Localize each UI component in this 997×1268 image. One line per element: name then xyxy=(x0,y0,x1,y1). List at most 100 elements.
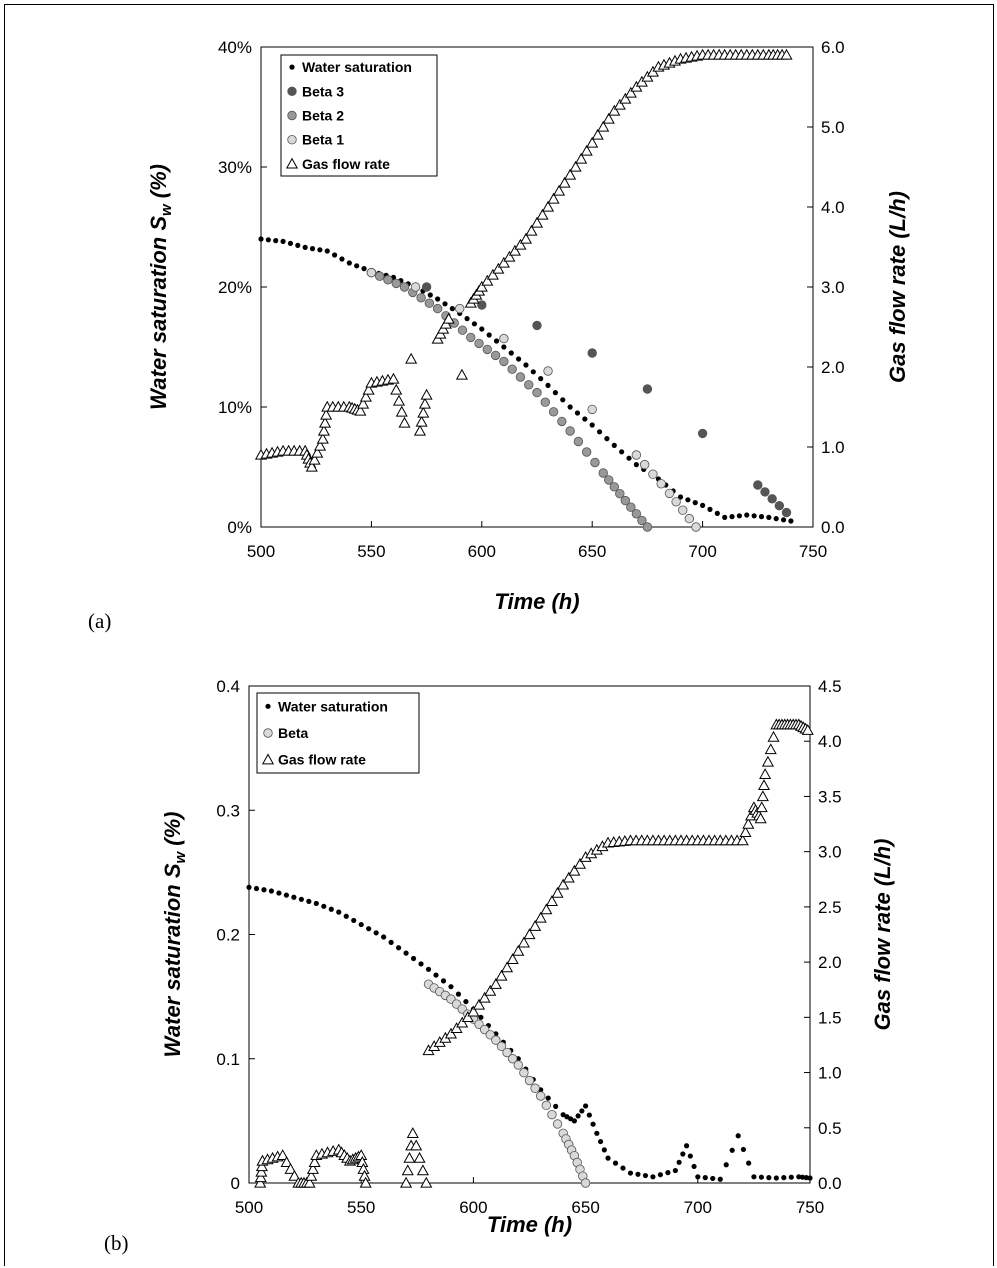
panel-b-y-tick-label: 0.1 xyxy=(216,1050,240,1069)
panel-b-point xyxy=(758,1174,764,1180)
panel-a-point xyxy=(324,248,330,254)
panel-b-point xyxy=(519,1068,529,1078)
panel-b-point xyxy=(253,885,260,892)
panel-b-y2-tick-label: 2.0 xyxy=(818,953,842,972)
panel-a-point xyxy=(424,298,435,308)
panel-a-point xyxy=(565,426,575,436)
panel-b-point xyxy=(807,1175,813,1181)
panel-b-point xyxy=(590,1121,596,1127)
panel-b-point xyxy=(723,1162,729,1168)
panel-a-point xyxy=(523,362,529,368)
panel-a-point xyxy=(295,242,301,248)
panel-b-point xyxy=(261,887,267,893)
panel-a-point xyxy=(265,237,271,243)
panel-b-point xyxy=(757,779,771,791)
panel-a-point xyxy=(639,459,650,470)
panel-a-point xyxy=(590,457,600,468)
panel-b-point xyxy=(328,906,334,912)
panel-b-point xyxy=(343,913,349,919)
panel-b-point xyxy=(680,1151,686,1157)
panel-a-series-2 xyxy=(366,267,653,532)
panel-a-y2-tick-label: 2.0 xyxy=(821,358,845,377)
panel-b-point xyxy=(255,1165,268,1177)
panel-a-point xyxy=(744,512,750,518)
panel-b-y2-axis-title: Gas flow rate (L/h) xyxy=(870,839,895,1031)
panel-a-point xyxy=(354,263,360,269)
panel-a-point xyxy=(474,338,484,349)
panel-b-legend-marker xyxy=(265,703,271,709)
panel-a-x-axis-title: Time (h) xyxy=(494,589,579,614)
panel-a-y2-tick-label: 1.0 xyxy=(821,438,845,457)
panel-a-point xyxy=(492,262,505,274)
panel-b-point xyxy=(627,1170,634,1176)
panel-a-point xyxy=(477,300,487,310)
panel-b-point xyxy=(308,1156,321,1167)
panel-a-point xyxy=(788,518,794,524)
panel-b-legend-marker xyxy=(263,728,273,738)
panel-b-point xyxy=(396,945,402,951)
panel-a-point xyxy=(471,321,478,327)
panel-b-point xyxy=(571,1118,577,1124)
panel-b-point xyxy=(484,984,497,996)
panel-a-point xyxy=(479,326,485,332)
panel-b-point xyxy=(545,895,558,907)
panel-a-point xyxy=(532,387,542,398)
panel-a-point xyxy=(781,507,792,518)
panel-b-point xyxy=(401,1164,414,1176)
panel-a-point xyxy=(442,301,448,307)
panel-b-point xyxy=(672,1167,678,1174)
panel-b-point xyxy=(403,950,409,956)
panel-a-point xyxy=(316,432,329,444)
panel-b-point xyxy=(276,1149,289,1161)
panel-b-point xyxy=(739,826,752,837)
panel-a-point xyxy=(519,232,533,244)
panel-b-x-tick-label: 600 xyxy=(459,1198,487,1217)
panel-b-point xyxy=(580,1178,591,1188)
panel-a-point xyxy=(567,404,573,410)
panel-a-point xyxy=(455,303,465,314)
panel-a-point xyxy=(486,332,492,338)
panel-a-point xyxy=(391,278,401,289)
panel-b-point xyxy=(583,1103,589,1109)
panel-a-point xyxy=(597,120,610,132)
panel-b-point xyxy=(579,1108,585,1114)
panel-b-point xyxy=(740,1146,747,1153)
panel-b-point xyxy=(620,1165,626,1171)
panel-a-point xyxy=(515,372,526,382)
panel-a-point xyxy=(574,410,581,416)
panel-a-point xyxy=(457,325,468,335)
panel-a-point xyxy=(317,247,323,253)
panel-b-y2-tick-label: 1.5 xyxy=(818,1008,842,1027)
panel-a-point xyxy=(442,312,455,324)
panel-a-point xyxy=(536,208,549,220)
panel-b-point xyxy=(801,723,814,735)
panel-b-point xyxy=(491,1035,501,1045)
panel-b-point xyxy=(524,1075,535,1086)
panel-a-point xyxy=(558,176,571,188)
panel-a-legend: Water saturation Beta 3 Beta 2 Beta 1 Gas fl… xyxy=(280,54,438,177)
panel-a-point xyxy=(398,416,411,428)
panel-a-legend-marker xyxy=(287,86,297,97)
panel-a-point xyxy=(346,260,352,266)
panel-b-point xyxy=(413,1151,426,1163)
panel-a-point xyxy=(774,501,785,511)
panel-a-point xyxy=(714,510,720,516)
panel-a-point xyxy=(332,252,338,258)
panel-b-point xyxy=(717,1176,723,1182)
panel-b-point xyxy=(381,934,387,940)
panel-a-point xyxy=(569,160,582,172)
panel-b-point xyxy=(418,961,424,967)
panel-b-point xyxy=(702,1175,708,1181)
figure-frame xyxy=(4,4,994,1266)
panel-b-point xyxy=(463,998,469,1005)
panel-a-point xyxy=(399,282,410,292)
panel-a-point xyxy=(547,192,560,204)
panel-a-point xyxy=(626,502,636,512)
panel-a-point xyxy=(648,469,658,479)
panel-b-x-tick-label: 700 xyxy=(684,1198,712,1217)
panel-a-point xyxy=(543,366,553,376)
panel-a-point xyxy=(435,296,441,302)
panel-a-point xyxy=(626,455,632,461)
panel-a-legend-label: Beta 1 xyxy=(302,132,344,148)
panel-b-label: (b) xyxy=(104,1231,129,1255)
